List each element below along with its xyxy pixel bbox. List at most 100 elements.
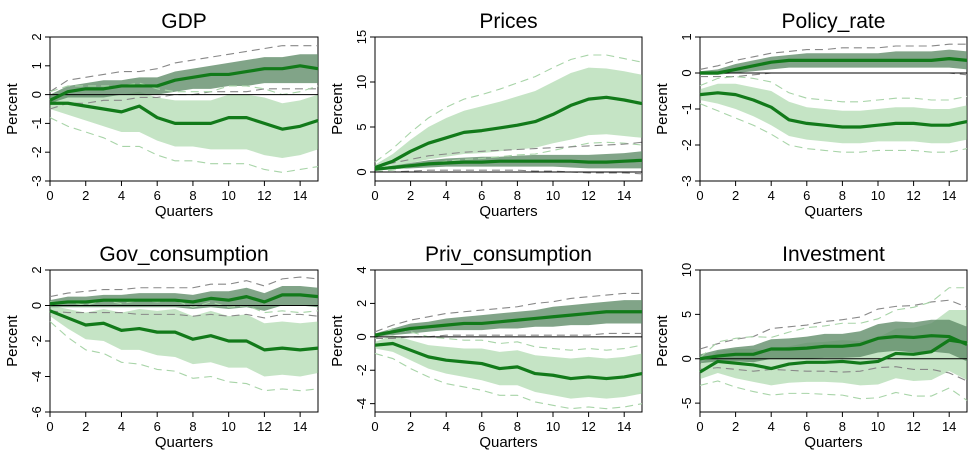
series-line-light [374,95,643,170]
x-tick-label: 4 [443,188,450,203]
chart-priv-consumption: Priv_consumption 0 2 4 6 8 10 12 14 4 2 0 -2 -4 Quarte… [329,243,643,451]
x-tick-label: 6 [478,419,485,434]
x-tick-label: 6 [154,188,161,203]
band-dark [50,285,318,311]
dashed-bound-dark [374,292,642,333]
x-tick-label: 8 [839,188,846,203]
series-line-light [49,309,319,352]
x-tick-label: 4 [768,188,775,203]
series-line-dark [699,334,968,361]
x-tick-label: 0 [696,188,703,203]
x-tick-label: 14 [617,419,631,434]
y-tick-label: -1 [29,118,44,130]
x-axis-label: Quarters [155,203,213,220]
chart-title: Gov_consumption [99,243,268,266]
dashed-bound-dark [699,43,967,70]
x-tick-label: 4 [768,419,775,434]
dashed-bound-light [699,380,968,401]
y-tick-label: 2 [29,33,44,40]
y-tick-label: 4 [354,266,369,273]
y-axis-label: Percent [654,314,671,367]
x-tick-label: 4 [118,188,125,203]
x-tick-label: 2 [407,419,414,434]
x-tick-label: 8 [514,419,521,434]
x-tick-label: 10 [221,188,235,203]
y-tick-label: 0 [354,333,369,340]
chart-title: Prices [479,10,537,33]
x-tick-label: 8 [189,419,196,434]
y-tick-label: -5 [679,397,694,409]
x-tick-label: 12 [581,419,595,434]
chart-title: GDP [161,10,207,33]
y-tick-label: 10 [679,263,694,277]
x-tick-label: 2 [82,419,89,434]
dashed-bound-light [374,54,643,163]
x-tick-label: 8 [514,188,521,203]
band-light [700,83,967,144]
x-tick-label: 6 [478,188,485,203]
x-axis-label: Quarters [155,434,213,451]
series-line-light [50,101,319,131]
x-tick-label: 4 [118,419,125,434]
dashed-bound-dark [699,299,968,350]
x-tick-label: 0 [371,419,378,434]
y-tick-label: -1 [679,103,694,115]
y-tick-label: 0 [29,91,44,98]
y-tick-label: 1 [29,62,44,69]
x-tick-label: 2 [82,188,89,203]
y-tick-label: -4 [354,398,369,410]
band-light [375,67,642,171]
x-tick-label: 12 [906,419,920,434]
x-tick-label: 2 [407,188,414,203]
x-tick-label: 6 [803,419,810,434]
y-tick-label: -3 [29,175,44,187]
plot-frame [374,36,643,182]
dashed-bound-light [49,82,319,96]
x-tick-label: 14 [942,188,956,203]
x-tick-label: 0 [46,419,53,434]
series-line-dark [700,56,968,75]
x-tick-label: 0 [696,419,703,434]
dashed-bound-dark [374,141,643,168]
y-tick-label: -2 [679,139,694,151]
dashed-bound-dark [49,276,319,298]
chart-gov-consumption: Gov_consumption 0 2 4 6 8 10 12 14 2 0 -2 -4 -6 Quarte… [4,243,319,451]
y-tick-label: -4 [29,371,44,383]
chart-title: Priv_consumption [425,243,592,266]
dashed-bound-light [699,76,968,103]
x-tick-label: 0 [46,188,53,203]
series-line-dark [374,158,643,171]
dashed-bound-light [699,103,968,153]
x-axis-label: Quarters [804,203,862,220]
dashed-bound-dark [375,332,642,340]
x-tick-label: 8 [839,419,846,434]
chart-title: Policy_rate [782,10,886,33]
y-tick-label: -3 [679,175,694,187]
plot-frame [374,269,643,413]
x-tick-label: 12 [581,188,595,203]
x-tick-label: 14 [293,419,307,434]
x-axis-label: Quarters [804,434,862,451]
series-line-dark [49,293,319,306]
x-tick-label: 10 [546,188,560,203]
dashed-bound-dark [700,72,968,78]
band-dark [700,319,967,364]
y-axis-label: Percent [4,82,21,135]
x-tick-label: 14 [942,419,956,434]
y-tick-label: 0 [679,69,694,76]
y-tick-label: -2 [29,146,44,158]
x-tick-label: 10 [871,188,885,203]
dashed-bound-light [49,321,319,392]
chart-prices: Prices 0 2 4 6 8 10 12 14 15 10 5 0 Quarters Percent [329,10,643,220]
dashed-bound-dark [699,366,968,382]
x-tick-label: 10 [221,419,235,434]
dashed-bound-dark [49,310,319,319]
series-line-dark [374,310,642,337]
x-tick-label: 6 [803,188,810,203]
y-tick-label: 5 [679,311,694,318]
y-tick-label: -2 [29,335,44,347]
x-tick-label: 2 [732,419,739,434]
x-axis-label: Quarters [479,203,537,220]
